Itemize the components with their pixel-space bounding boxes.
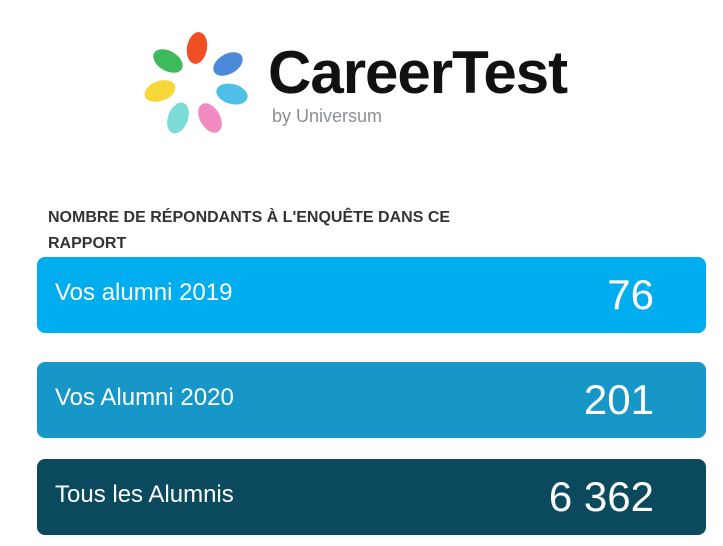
row-value: 76 (607, 271, 654, 318)
stat-row: Vos alumni 2019 76 (37, 257, 706, 333)
byline: by Universum (272, 106, 383, 126)
stat-row: Tous les Alumnis 6 362 (37, 459, 706, 535)
brand: CareerTest (268, 39, 568, 106)
row-label: Tous les Alumnis (55, 481, 234, 508)
row-label: Vos alumni 2019 (55, 279, 233, 306)
stat-row: Vos Alumni 2020 201 (37, 362, 706, 438)
row-value: 201 (583, 376, 654, 423)
logo-mark (144, 32, 248, 134)
row-label: Vos Alumni 2020 (55, 384, 234, 411)
heading: NOMBRE DE RÉPONDANTS À L'ENQUÊTE DANS CE… (48, 209, 451, 252)
row-value: 6 362 (548, 473, 654, 520)
